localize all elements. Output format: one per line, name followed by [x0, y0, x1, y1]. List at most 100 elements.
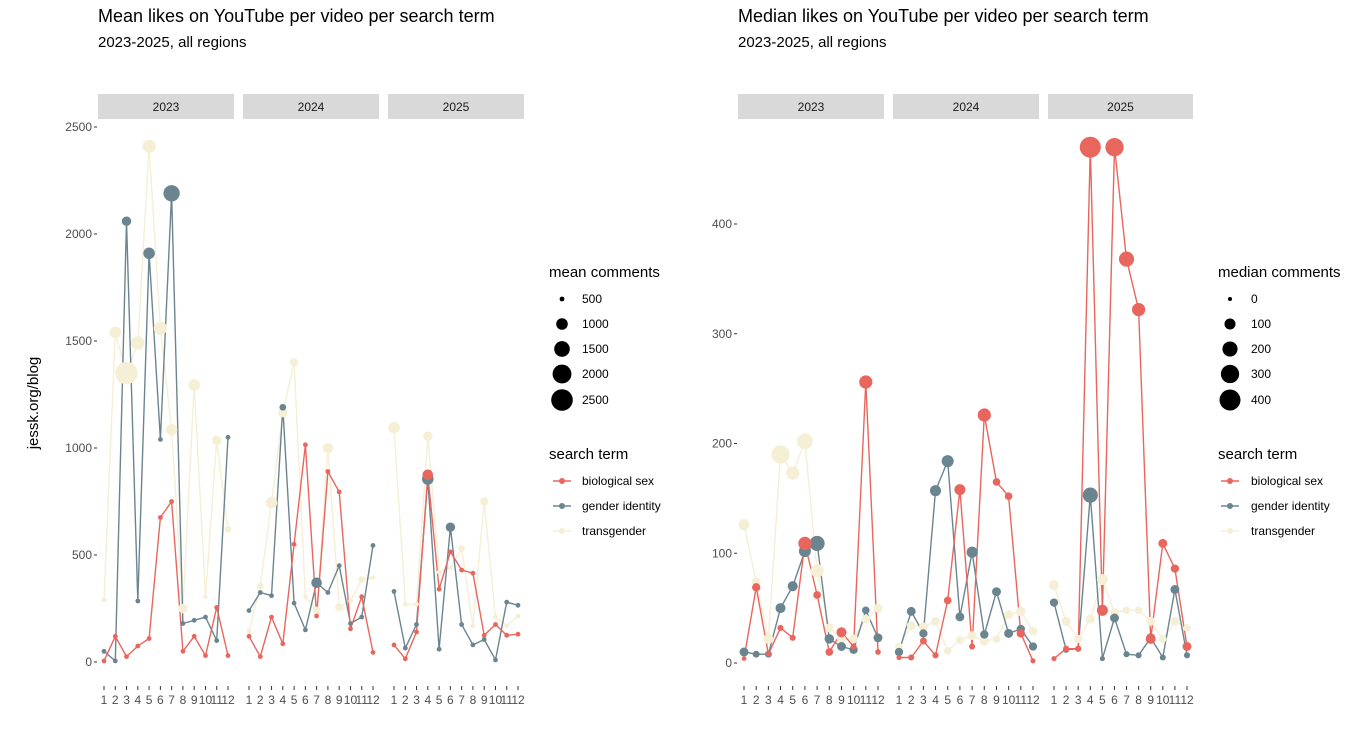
series-line-biological-sex: [103, 499, 229, 662]
data-point-gender-identity: [214, 638, 220, 643]
facet-label: 2024: [953, 100, 980, 114]
median-chart-title: Median likes on YouTube per video per se…: [738, 6, 1149, 26]
data-point-transgender: [824, 623, 834, 633]
size-legend-key: [1224, 318, 1236, 330]
x-tick-label: 2: [112, 693, 119, 707]
data-point-transgender: [290, 358, 299, 367]
data-point-biological-sex: [1131, 302, 1146, 317]
data-point-gender-identity: [861, 606, 870, 615]
data-point-transgender: [101, 597, 107, 603]
data-point-transgender: [786, 466, 800, 480]
data-point-gender-identity: [1082, 487, 1098, 503]
data-point-gender-identity: [1170, 585, 1180, 594]
data-point-gender-identity: [121, 216, 132, 226]
x-tick-label: 10: [344, 693, 358, 707]
data-point-gender-identity: [873, 633, 883, 643]
facet-strip: [388, 94, 524, 119]
data-point-transgender: [480, 497, 489, 506]
series-line-biological-sex: [1053, 147, 1188, 660]
color-legend-key: [1227, 528, 1233, 534]
data-point-gender-identity: [470, 642, 476, 648]
size-legend-key: [1219, 389, 1241, 411]
x-tick-label: 4: [134, 693, 141, 707]
data-point-biological-sex: [1030, 658, 1036, 664]
data-point-gender-identity: [1099, 656, 1105, 662]
x-tick-label: 3: [920, 693, 927, 707]
mean-panel: Mean likes on YouTube per video per sear…: [65, 6, 660, 707]
data-point-transgender: [956, 636, 964, 644]
data-point-transgender: [131, 336, 145, 350]
x-tick-label: 2: [908, 693, 915, 707]
size-legend-label: 1000: [582, 317, 609, 331]
data-point-gender-identity: [225, 434, 231, 440]
data-point-biological-sex: [146, 636, 152, 641]
data-point-biological-sex: [124, 654, 129, 659]
x-tick-label: 10: [199, 693, 213, 707]
size-legend-label: 500: [582, 292, 602, 306]
data-point-gender-identity: [1004, 628, 1014, 638]
data-point-biological-sex: [325, 469, 331, 474]
x-tick-label: 3: [268, 693, 275, 707]
data-point-gender-identity: [787, 581, 798, 592]
data-point-gender-identity: [929, 485, 942, 497]
data-point-gender-identity: [414, 622, 419, 627]
data-point-transgender: [1122, 606, 1131, 615]
color-legend-label: biological sex: [582, 474, 654, 488]
y-tick-label: 2500: [65, 120, 92, 134]
data-point-gender-identity: [775, 603, 786, 614]
size-legend-label: 1500: [582, 342, 609, 356]
facet-label: 2023: [153, 100, 180, 114]
data-point-transgender: [322, 442, 334, 454]
data-point-gender-identity: [445, 522, 456, 532]
x-tick-label: 11: [1015, 693, 1028, 707]
y-tick-label: 400: [712, 217, 732, 231]
data-point-gender-identity: [1049, 598, 1059, 607]
x-tick-label: 6: [302, 693, 309, 707]
data-point-transgender: [504, 623, 510, 628]
x-tick-label: 12: [1180, 693, 1194, 707]
x-tick-label: 2: [753, 693, 760, 707]
data-point-gender-identity: [269, 593, 274, 599]
data-point-gender-identity: [303, 627, 308, 633]
data-point-biological-sex: [875, 649, 881, 655]
data-point-biological-sex: [158, 515, 163, 520]
data-point-biological-sex: [1063, 645, 1070, 652]
y-tick-label: 100: [712, 546, 732, 560]
data-point-transgender: [246, 628, 252, 634]
facet-strip: [243, 94, 379, 119]
size-legend-title: median comments: [1218, 264, 1341, 281]
data-point-transgender: [1134, 606, 1143, 615]
data-point-gender-identity: [180, 621, 186, 626]
x-tick-label: 8: [826, 693, 833, 707]
data-point-transgender: [165, 424, 178, 436]
data-point-biological-sex: [459, 567, 464, 573]
data-point-biological-sex: [741, 656, 747, 661]
x-tick-label: 8: [180, 693, 187, 707]
data-point-biological-sex: [414, 629, 419, 635]
data-point-transgender: [203, 594, 208, 600]
data-point-biological-sex: [336, 489, 342, 495]
data-point-gender-identity: [980, 630, 989, 639]
data-point-biological-sex: [225, 653, 231, 658]
data-point-biological-sex: [798, 536, 812, 551]
data-point-transgender: [211, 435, 222, 446]
data-point-biological-sex: [1158, 538, 1168, 548]
data-point-gender-identity: [824, 634, 835, 644]
data-point-gender-identity: [459, 622, 464, 627]
x-tick-label: 9: [1147, 693, 1154, 707]
data-point-transgender: [1146, 616, 1156, 626]
data-point-gender-identity: [279, 403, 287, 411]
data-point-gender-identity: [1110, 613, 1119, 623]
size-legend-label: 100: [1251, 317, 1271, 331]
data-point-biological-sex: [813, 591, 821, 599]
data-point-biological-sex: [1079, 136, 1101, 158]
series-line-transgender: [393, 427, 519, 627]
facet-label: 2023: [798, 100, 825, 114]
x-tick-label: 6: [957, 693, 964, 707]
data-point-gender-identity: [493, 657, 498, 663]
data-point-biological-sex: [391, 642, 397, 648]
data-point-gender-identity: [257, 590, 263, 595]
x-tick-label: 6: [447, 693, 454, 707]
data-point-transgender: [810, 564, 824, 578]
data-point-biological-sex: [1075, 645, 1082, 652]
